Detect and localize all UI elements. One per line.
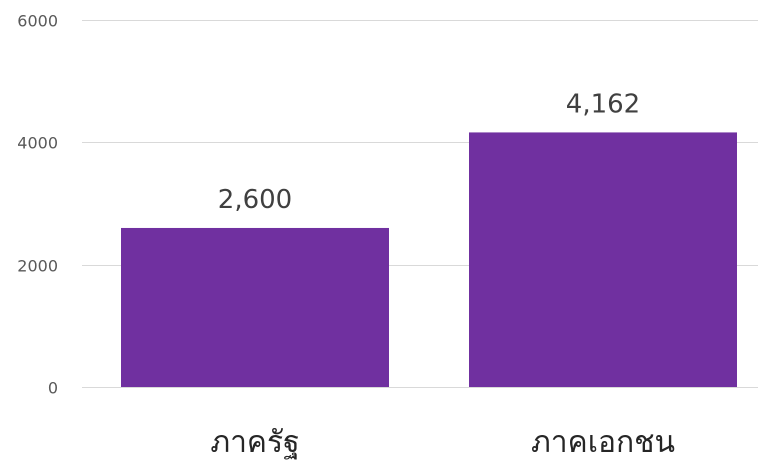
category-label: ภาคเอกชน (531, 425, 675, 460)
y-axis-ticks: 0 2000 4000 6000 (17, 12, 58, 398)
data-labels: 2,600 4,162 (218, 89, 640, 215)
data-label: 4,162 (566, 89, 640, 119)
bar-2 (469, 132, 737, 387)
bar-1 (121, 227, 389, 387)
category-label: ภาครัฐ (210, 425, 299, 460)
data-label: 2,600 (218, 185, 292, 215)
y-tick-label: 0 (48, 379, 58, 398)
x-axis-categories: ภาครัฐ ภาคเอกชน (210, 425, 675, 460)
bars (121, 132, 737, 387)
y-tick-label: 4000 (17, 134, 58, 153)
y-tick-label: 6000 (17, 12, 58, 31)
y-tick-label: 2000 (17, 257, 58, 276)
